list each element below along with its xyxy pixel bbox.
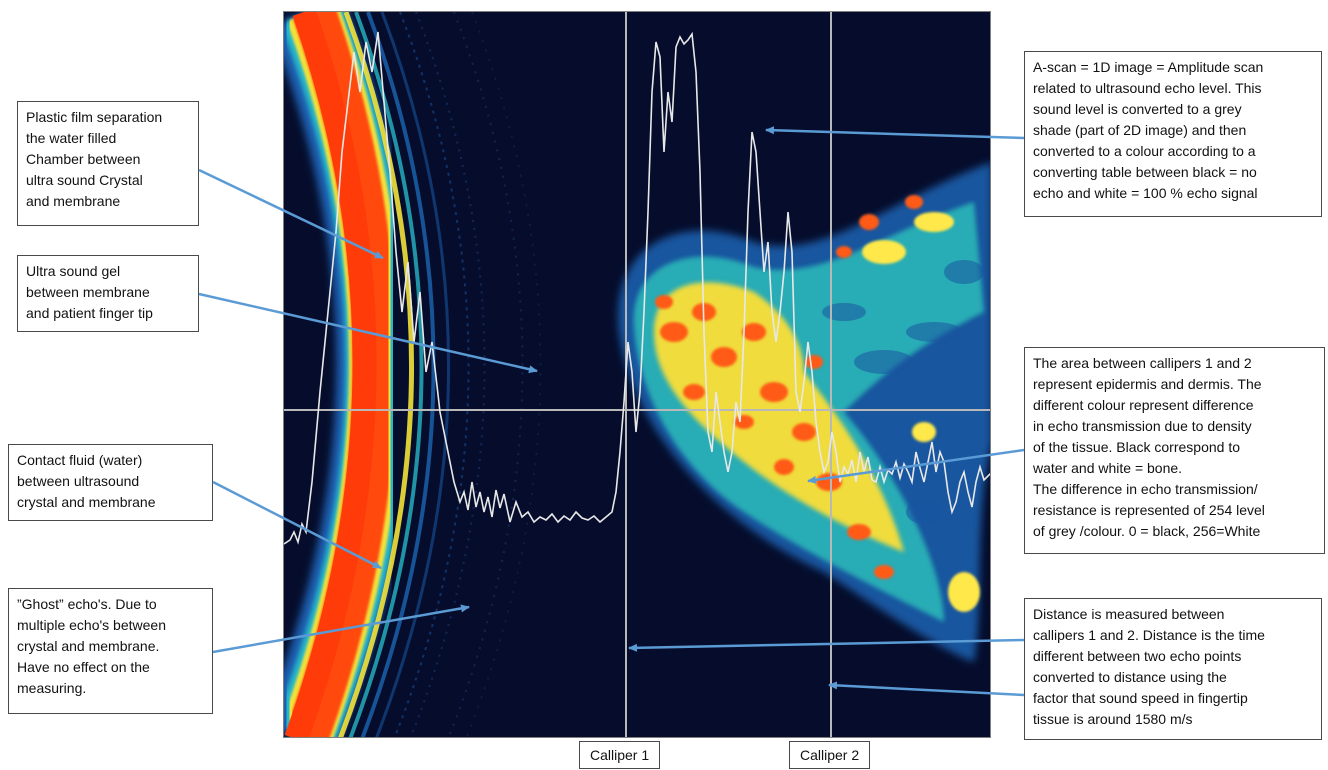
arrow-calliper-1 — [628, 638, 1025, 652]
annotation-ghost-echo: ”Ghost” echo's. Due to multiple echo's b… — [8, 588, 213, 714]
scan-graphic — [284, 12, 990, 737]
calliper-2-label: Calliper 2 — [789, 741, 871, 769]
annotation-contact-fluid: Contact fluid (water) between ultrasound… — [8, 444, 213, 521]
annotation-plastic-film: Plastic film separation the water filled… — [17, 101, 199, 226]
annotation-tissue-area: The area between callipers 1 and 2 repre… — [1024, 347, 1325, 554]
tissue-echo-region — [618, 162, 990, 662]
membrane-band — [284, 12, 450, 737]
speckle-right — [822, 260, 984, 524]
annotation-distance: Distance is measured between callipers 1… — [1024, 598, 1322, 740]
annotation-ultrasound-gel: Ultra sound gel between membrane and pat… — [17, 255, 199, 332]
ghost-echo-arcs — [393, 12, 542, 737]
arrow-contact-fluid — [212, 480, 382, 570]
arrow-ghost-echo — [212, 604, 470, 654]
arrow-tissue-area — [807, 448, 1025, 484]
arrow-calliper-2 — [828, 681, 1025, 697]
arrow-plastic-film — [198, 168, 384, 260]
annotation-a-scan: A-scan = 1D image = Amplitude scan relat… — [1024, 51, 1322, 217]
arrow-ultrasound-gel — [198, 292, 538, 374]
arrow-a-scan — [765, 126, 1025, 140]
a-scan-trace — [284, 31, 990, 545]
calliper-1-label: Calliper 1 — [579, 741, 661, 769]
